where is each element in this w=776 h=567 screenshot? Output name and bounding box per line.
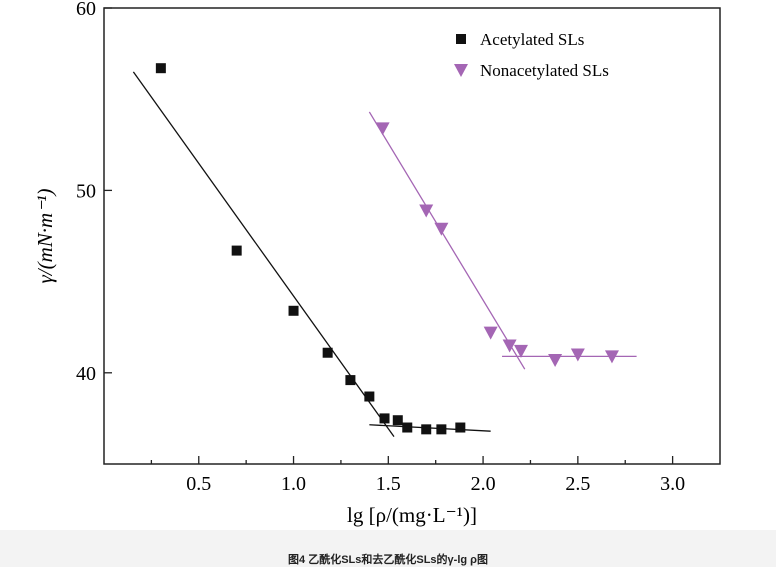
- data-point: [604, 350, 619, 364]
- legend: Acetylated SLs Nonacetylated SLs: [454, 30, 609, 80]
- data-point: [375, 122, 390, 136]
- data-point: [288, 305, 299, 316]
- x-tick-label: 3.0: [660, 473, 685, 495]
- x-tick-label: 0.5: [186, 473, 211, 495]
- data-point: [421, 424, 432, 435]
- legend-marker: [456, 34, 466, 44]
- data-point: [392, 415, 403, 426]
- plot-frame: [103, 7, 721, 465]
- y-tick-label: 50: [76, 180, 96, 202]
- x-tick-label: 2.0: [471, 473, 496, 495]
- data-point: [402, 422, 413, 433]
- x-axis-label: lg [ρ/(mg·L⁻¹)]: [347, 503, 477, 527]
- y-tick-label: 60: [76, 0, 96, 20]
- data-point: [548, 354, 563, 368]
- y-tick-label: 40: [76, 363, 96, 385]
- legend-label: Nonacetylated SLs: [480, 61, 609, 80]
- data-point: [455, 422, 466, 433]
- data-point: [502, 339, 517, 353]
- data-point: [345, 375, 356, 386]
- data-point: [322, 347, 333, 358]
- data-point: [513, 344, 528, 358]
- legend-marker: [454, 64, 468, 77]
- x-tick-label: 2.5: [565, 473, 590, 495]
- x-tick-label: 1.5: [376, 473, 401, 495]
- y-axis-label: γ/(mN·m⁻¹): [33, 188, 57, 283]
- data-point: [364, 391, 375, 402]
- data-point: [483, 326, 498, 340]
- fit-line: [368, 111, 526, 370]
- data-point: [570, 348, 585, 362]
- data-point: [155, 63, 166, 74]
- data-point: [436, 424, 447, 435]
- legend-label: Acetylated SLs: [480, 30, 584, 49]
- figure-caption: 图4 乙酰化SLs和去乙酰化SLs的γ-lg ρ图: [288, 554, 488, 566]
- x-tick-label: 1.0: [281, 473, 306, 495]
- caption-band: [0, 530, 776, 567]
- data-point: [231, 245, 242, 256]
- data-point: [419, 204, 434, 218]
- chart: 0.5 1.0 1.5 2.0 2.5 3.0 40 50 60 Acetylated SLs N…: [33, 0, 721, 527]
- data-point: [434, 222, 449, 236]
- data-point: [379, 413, 390, 424]
